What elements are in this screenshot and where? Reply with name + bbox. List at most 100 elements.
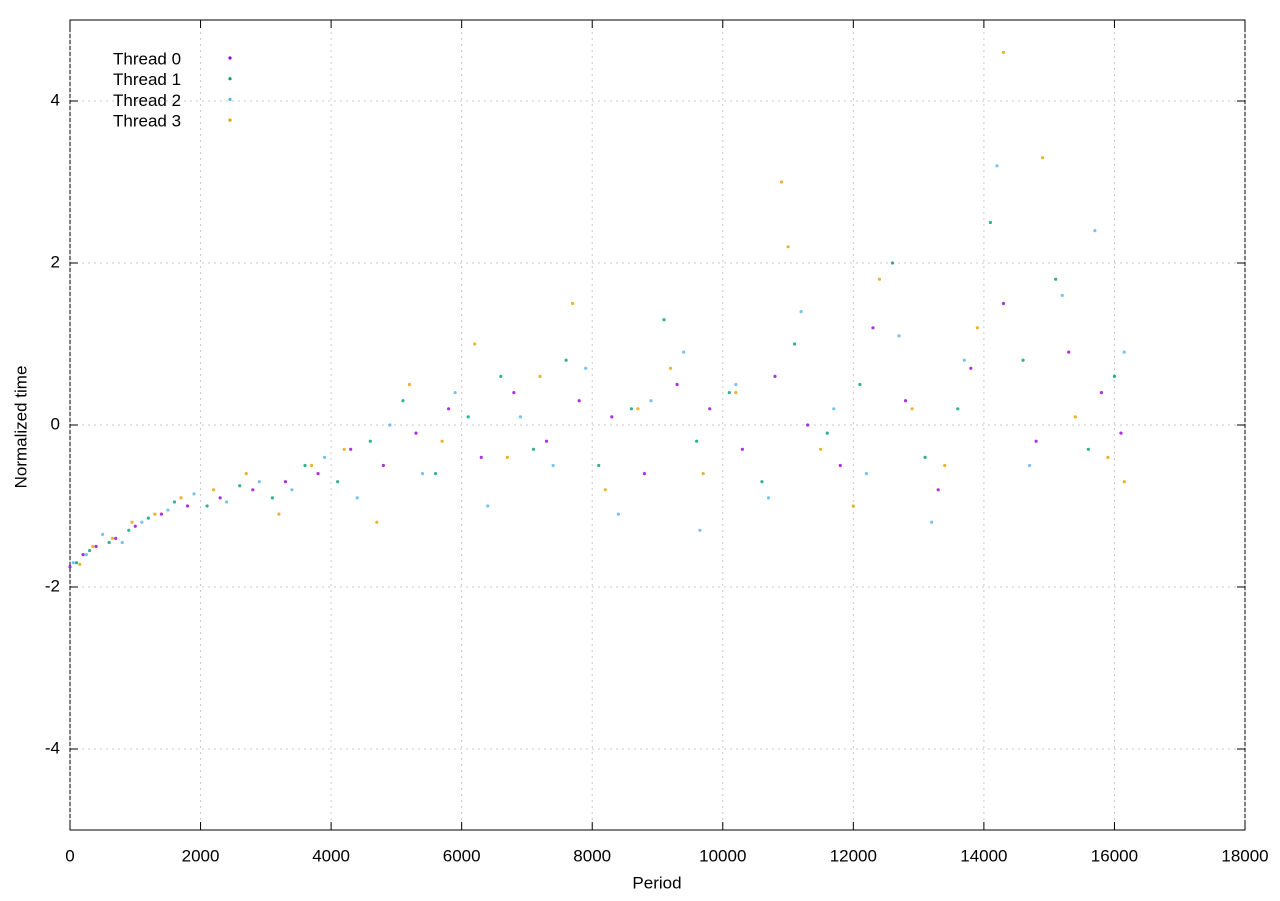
scatter-point: [636, 407, 640, 411]
x-tick-label: 14000: [960, 846, 1007, 865]
x-tick-label: 6000: [443, 846, 481, 865]
y-axis-label: Normalized time: [11, 366, 30, 489]
scatter-point: [166, 508, 170, 512]
scatter-point: [303, 463, 307, 468]
scatter-point: [564, 358, 568, 362]
scatter-point: [1001, 301, 1006, 306]
scatter-point: [897, 334, 901, 338]
scatter-point: [806, 423, 810, 427]
scatter-point: [988, 220, 993, 225]
scatter-point: [512, 391, 516, 395]
scatter-point: [433, 472, 438, 476]
scatter-point: [110, 536, 115, 541]
scatter-point: [316, 472, 320, 476]
scatter-point: [969, 366, 973, 370]
legend-label: Thread 0: [113, 49, 181, 68]
scatter-point: [792, 342, 797, 346]
scatter-point: [375, 520, 379, 524]
scatter-point: [584, 366, 588, 370]
scatter-point: [192, 492, 196, 496]
scatter-point: [1073, 415, 1077, 419]
scatter-point: [185, 504, 190, 508]
scatter-point: [597, 463, 601, 468]
scatter-point: [68, 565, 72, 569]
scatter-point: [975, 326, 979, 330]
x-tick-label: 2000: [182, 846, 220, 865]
scatter-point: [962, 358, 966, 362]
legend-marker: [228, 56, 232, 60]
scatter-point: [420, 472, 425, 476]
scatter-point: [74, 561, 79, 565]
scatter-point: [956, 407, 960, 411]
scatter-point: [727, 391, 731, 395]
scatter-point: [336, 480, 340, 484]
scatter-point: [283, 480, 288, 484]
y-tick-label: -4: [45, 738, 60, 757]
x-tick-label: 16000: [1091, 846, 1138, 865]
scatter-point: [910, 407, 914, 411]
y-tick-label: -2: [45, 576, 60, 595]
y-tick-label: 4: [51, 90, 60, 109]
scatter-point: [244, 472, 248, 476]
x-tick-label: 10000: [699, 846, 746, 865]
scatter-point: [309, 463, 314, 468]
scatter-point: [342, 447, 346, 451]
scatter-point: [936, 488, 940, 492]
scatter-point: [127, 528, 131, 532]
scatter-point: [78, 562, 82, 566]
scatter-point: [890, 261, 895, 265]
legend-label: Thread 2: [113, 91, 181, 110]
scatter-point: [544, 439, 549, 443]
scatter-point: [290, 488, 294, 492]
scatter-point: [486, 504, 490, 508]
scatter-point: [551, 463, 555, 468]
scatter-point: [1119, 431, 1123, 435]
scatter-point: [675, 382, 679, 387]
x-tick-label: 8000: [573, 846, 611, 865]
scatter-point: [995, 164, 999, 168]
scatter-point: [740, 447, 744, 451]
scatter-point: [473, 342, 477, 346]
scatter-point: [923, 455, 927, 459]
scatter-point: [799, 310, 803, 314]
scatter-point: [1106, 455, 1110, 459]
x-tick-label: 18000: [1221, 846, 1268, 865]
scatter-point: [368, 439, 372, 443]
scatter-point: [81, 553, 85, 557]
scatter-point: [466, 415, 470, 419]
scatter-point: [538, 374, 542, 378]
scatter-point: [218, 496, 222, 500]
legend-label: Thread 3: [113, 112, 181, 131]
scatter-point: [734, 382, 738, 387]
scatter-point: [1067, 350, 1071, 354]
scatter-point: [577, 399, 581, 403]
scatter-point: [571, 301, 575, 306]
scatter-point: [708, 407, 712, 411]
scatter-point: [71, 561, 75, 565]
scatter-point: [107, 540, 111, 545]
scatter-point: [1086, 447, 1090, 451]
scatter-point: [1021, 358, 1025, 362]
scatter-point: [270, 496, 274, 500]
x-tick-label: 12000: [830, 846, 877, 865]
y-tick-label: 2: [51, 252, 60, 271]
scatter-point: [146, 516, 150, 520]
scatter-point: [120, 540, 124, 545]
scatter-point: [130, 520, 134, 524]
scatter-point: [91, 544, 95, 549]
scatter-point: [499, 374, 503, 378]
scatter-point: [212, 488, 216, 492]
scatter-point: [1122, 350, 1126, 354]
scatter-point: [414, 431, 418, 435]
scatter-point: [629, 407, 633, 411]
scatter-point: [355, 496, 359, 500]
scatter-point: [238, 484, 242, 488]
legend-marker: [228, 118, 232, 122]
scatter-point: [610, 415, 614, 419]
scatter-point: [603, 488, 607, 492]
scatter-point: [1122, 480, 1126, 484]
scatter-point: [140, 520, 144, 524]
scatter-point: [205, 504, 209, 508]
scatter-point: [766, 496, 771, 500]
scatter-point: [1060, 293, 1064, 297]
